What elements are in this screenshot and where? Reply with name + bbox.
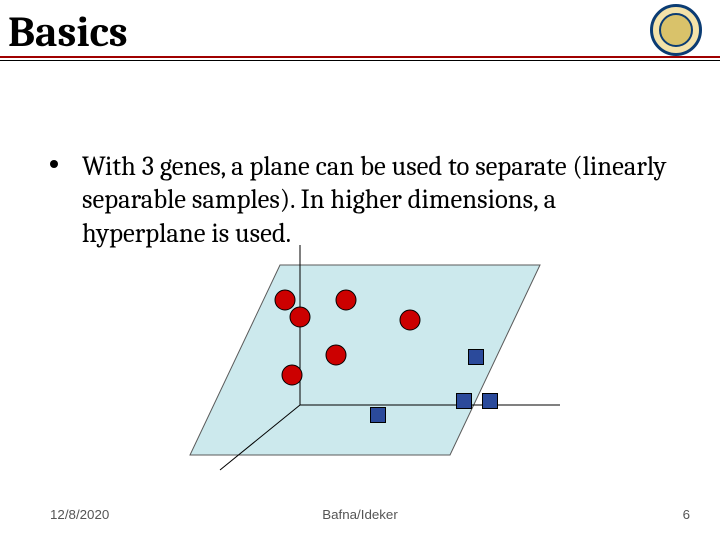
slide: Basics With 3 genes, a plane can be used… [0,0,720,540]
point-red-5 [282,365,302,385]
title-bar: Basics [0,0,720,64]
bullet-text: With 3 genes, a plane can be used to sep… [82,150,680,250]
point-blue-3 [469,350,484,365]
seal-inner-icon [659,13,693,47]
point-blue-1 [457,394,472,409]
title-rule-black [0,60,720,61]
diagram-svg [180,245,580,475]
footer-author: Bafna/Ideker [0,507,720,522]
hyperplane-diagram [180,245,580,475]
point-red-3 [400,310,420,330]
slide-title: Basics [8,8,128,57]
bullet-marker-icon [50,160,58,168]
point-blue-0 [371,408,386,423]
separating-plane [190,265,540,455]
university-seal-icon [650,4,702,56]
title-rule-red [0,56,720,58]
point-red-0 [275,290,295,310]
footer-page: 6 [683,507,690,522]
point-red-1 [290,307,310,327]
point-red-2 [336,290,356,310]
point-blue-2 [483,394,498,409]
bullet-row: With 3 genes, a plane can be used to sep… [50,150,680,250]
point-red-4 [326,345,346,365]
